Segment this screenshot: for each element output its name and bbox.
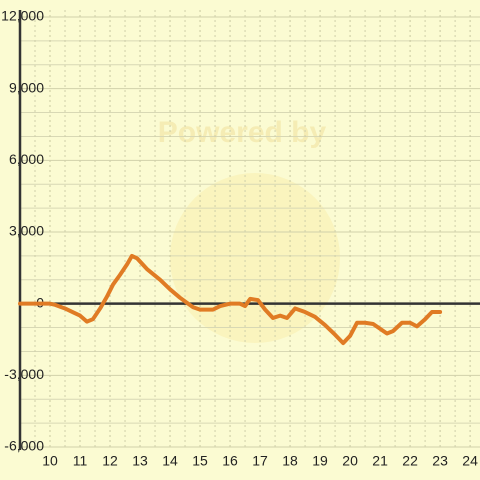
x-tick-label: 14 [162,453,178,469]
x-tick-label: 16 [222,453,238,469]
y-tick-label: 3,000 [9,223,44,239]
x-tick-label: 18 [282,453,298,469]
watermark-logo [170,173,340,343]
x-tick-label: 23 [432,453,448,469]
x-tick-label: 24 [462,453,478,469]
x-tick-label: 11 [73,453,88,469]
x-tick-label: 19 [312,453,328,469]
x-tick-label: 12 [102,453,118,469]
x-tick-label: 22 [402,453,418,469]
x-tick-label: 17 [252,453,268,469]
watermark-text: Powered by [158,116,327,149]
x-tick-label: 15 [192,453,208,469]
x-tick-label: 13 [132,453,148,469]
x-tick-label: 10 [42,453,58,469]
y-tick-label: -6,000 [4,438,44,454]
x-tick-label: 20 [342,453,358,469]
y-tick-label: 9,000 [9,79,44,95]
watermark-circle [170,173,340,343]
data-line [18,253,443,346]
y-tick-label: -3,000 [4,366,44,382]
y-tick-label: 6,000 [9,151,44,167]
y-tick-label: 12,000 [1,8,44,24]
x-tick-label: 21 [372,453,388,469]
